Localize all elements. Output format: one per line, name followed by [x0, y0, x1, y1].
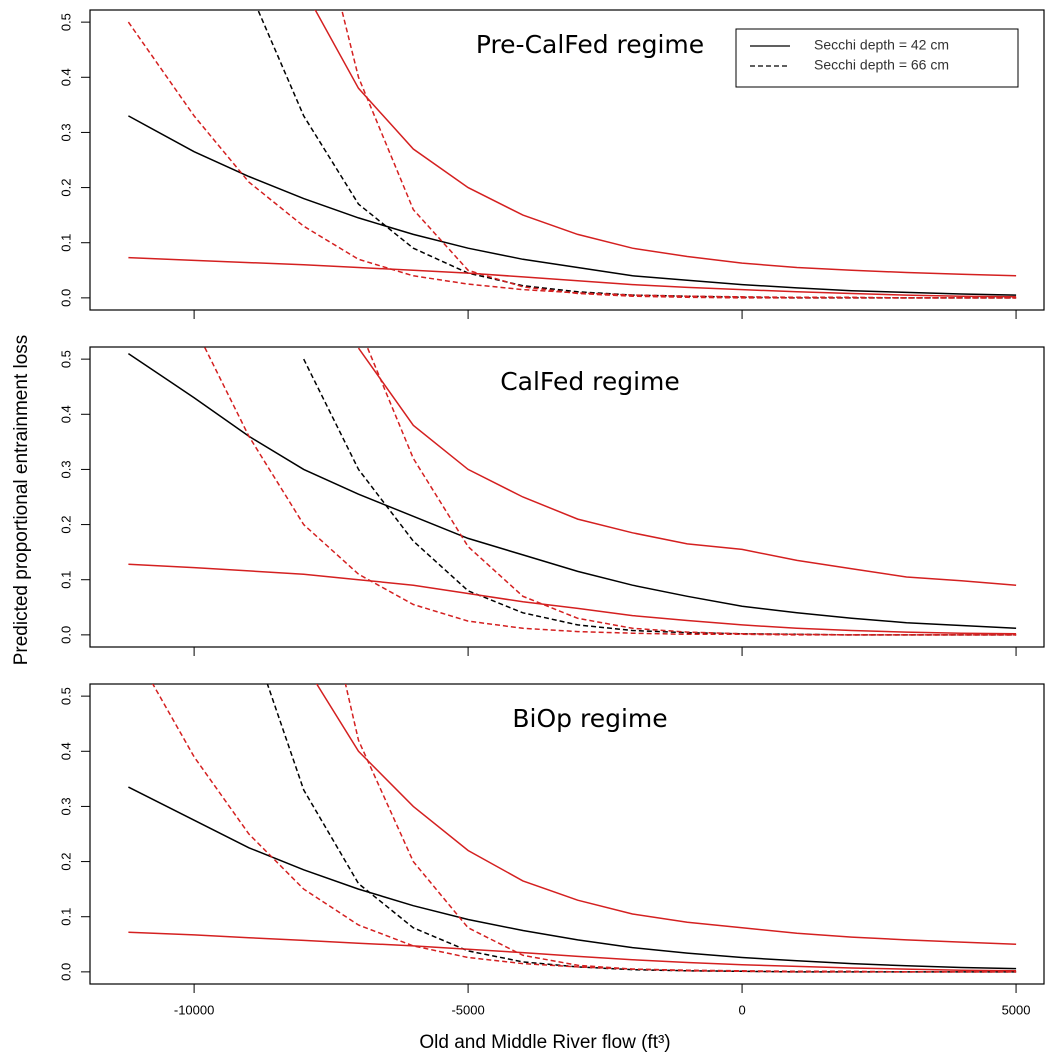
series-line: [266, 684, 1017, 973]
series-line: [128, 786, 1017, 970]
plot-frame: [89, 346, 1045, 648]
series-line: [314, 10, 1017, 277]
x-tick-label: 5000: [1002, 1002, 1031, 1017]
legend-label: Secchi depth = 66 cm: [814, 57, 949, 73]
y-axis-label: Predicted proportional entrainment loss: [11, 335, 32, 666]
plot-area: [127, 10, 1017, 299]
chart-title: CalFed regime: [500, 367, 680, 396]
y-tick-label: 0.2: [58, 179, 73, 197]
chart-title: Pre-CalFed regime: [476, 30, 704, 59]
series-line: [128, 115, 1017, 296]
plot-area: [127, 347, 1017, 636]
y-tick-label: 0.4: [58, 742, 73, 760]
legend-box: [735, 28, 1019, 88]
y-tick-label: 0.5: [58, 350, 73, 368]
series-line: [315, 684, 1017, 946]
series-line: [341, 10, 1017, 299]
y-tick-label: 0.3: [58, 797, 73, 815]
x-tick-label: -10000: [174, 1002, 214, 1017]
series-line: [366, 347, 1017, 636]
y-tick-label: 0.2: [58, 516, 73, 534]
y-tick-label: 0.3: [58, 123, 73, 141]
y-tick-label: 0.3: [58, 460, 73, 478]
y-tick-label: 0.0: [58, 963, 73, 981]
legend-label: Secchi depth = 42 cm: [814, 37, 949, 53]
plot-area: [128, 684, 1017, 973]
series-line: [151, 684, 1017, 973]
y-tick-label: 0.1: [58, 908, 73, 926]
series-line: [128, 256, 1017, 298]
y-tick-label: 0.1: [58, 234, 73, 252]
series-line: [127, 352, 1017, 630]
y-tick-label: 0.0: [58, 289, 73, 307]
plot-frame: [89, 9, 1045, 311]
y-tick-label: 0.2: [58, 853, 73, 871]
series-line: [128, 563, 1017, 635]
y-tick-label: 0.1: [58, 571, 73, 589]
series-line: [357, 347, 1017, 586]
x-axis-label: Old and Middle River flow (ft³): [419, 1032, 670, 1053]
x-tick-label: 0: [738, 1002, 745, 1017]
series-line: [128, 931, 1017, 972]
series-line: [344, 684, 1017, 973]
y-tick-label: 0.5: [58, 13, 73, 31]
x-tick-label: -5000: [451, 1002, 484, 1017]
series-line: [303, 358, 1017, 636]
chart-title: BiOp regime: [512, 704, 667, 733]
plot-frame: [89, 683, 1045, 985]
y-tick-label: 0.4: [58, 405, 73, 423]
y-tick-label: 0.4: [58, 68, 73, 86]
y-tick-label: 0.5: [58, 687, 73, 705]
y-tick-label: 0.0: [58, 626, 73, 644]
